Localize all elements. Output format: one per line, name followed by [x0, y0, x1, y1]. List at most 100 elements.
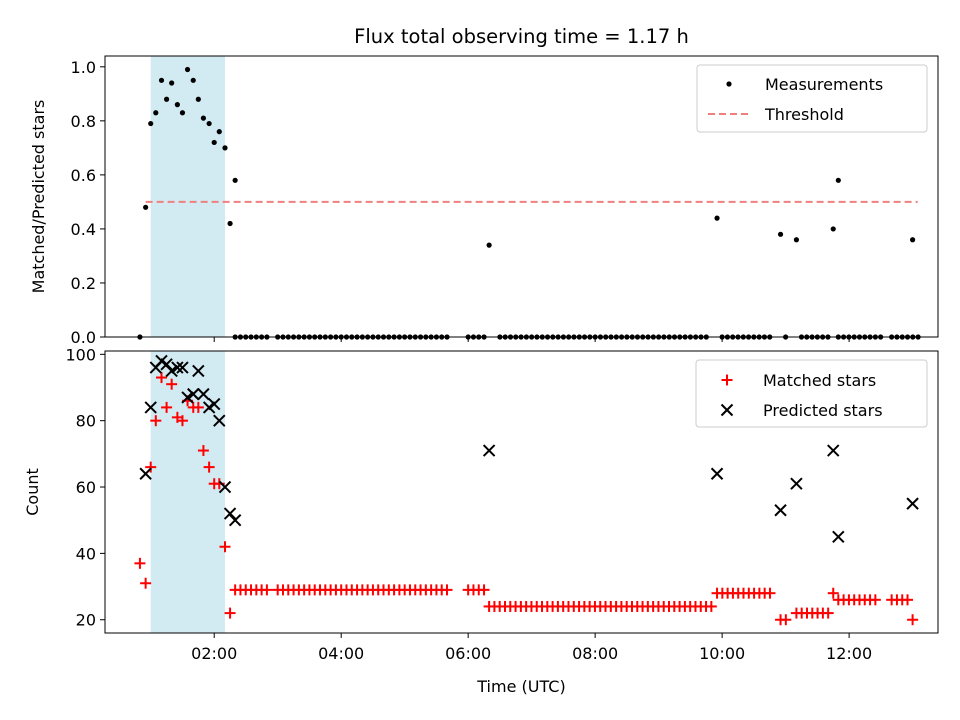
predicted-point-b	[228, 513, 242, 527]
legend-matched-marker	[721, 374, 733, 386]
measurement-point	[714, 215, 720, 221]
top-y-tick-label: 0.2	[71, 274, 96, 293]
matched-point	[907, 614, 919, 626]
predicted-point	[228, 513, 242, 527]
predicted-point-b	[171, 361, 184, 374]
predicted-point	[710, 467, 724, 480]
bottom-legend: Matched stars Predicted stars	[695, 359, 928, 428]
measurement-point	[200, 115, 207, 121]
bottom-y-tick-label: 100	[65, 345, 96, 364]
predicted-point-b	[181, 391, 194, 404]
matched-point	[764, 587, 776, 599]
matched-point	[197, 445, 209, 457]
predicted-point	[165, 364, 178, 378]
measurement-point	[206, 120, 212, 127]
predicted-point-b	[774, 504, 787, 517]
predicted-point-b	[790, 477, 803, 490]
measurement-point	[184, 66, 191, 73]
measurement-point	[190, 77, 196, 83]
predicted-point	[207, 397, 221, 411]
matched-point	[441, 584, 453, 596]
matched-point	[176, 415, 188, 427]
predicted-point	[832, 530, 845, 543]
predicted-point	[181, 391, 194, 404]
predicted-point-b	[213, 414, 226, 427]
measurement-point	[830, 226, 836, 232]
bottom-panel: 20 40 60 80 100 02:00 04:00 06:00 08:00 10:00 12:…	[23, 345, 939, 696]
predicted-point	[176, 361, 189, 374]
predicted-point-b	[218, 480, 232, 494]
legend-threshold-label: Threshold	[764, 105, 844, 124]
predicted-point-b	[187, 387, 200, 401]
predicted-point-b	[192, 364, 205, 378]
bottom-shaded-region	[150, 351, 225, 633]
bottom-x-tick-label: 04:00	[318, 644, 364, 663]
predicted-point	[187, 387, 200, 401]
top-shaded-region	[150, 56, 225, 337]
measurement-point	[143, 204, 149, 210]
bottom-y-tick-label: 60	[76, 478, 96, 497]
predicted-point	[139, 467, 152, 480]
measurement-point	[195, 96, 201, 102]
measurement-point	[232, 177, 238, 183]
matched-point	[224, 607, 236, 619]
matched-point	[261, 584, 273, 596]
top-y-ticks: 0.0 0.2 0.4 0.6 0.8 1.0	[71, 58, 105, 347]
predicted-point	[171, 361, 184, 374]
matched-point	[478, 584, 490, 596]
bottom-x-tick-label: 12:00	[826, 644, 872, 663]
matched-point	[822, 607, 834, 619]
measurement-point	[179, 110, 186, 116]
measurement-point	[222, 145, 228, 151]
measurement-point	[793, 237, 800, 243]
predicted-point-b	[155, 354, 168, 368]
predicted-point-b	[139, 467, 152, 480]
legend-predicted-label: Predicted stars	[763, 401, 883, 420]
predicted-point	[790, 477, 803, 490]
predicted-point	[197, 387, 210, 401]
bottom-x-tick-label: 10:00	[699, 644, 745, 663]
bottom-y-axis-label: Count	[23, 468, 42, 516]
matched-point	[219, 541, 231, 553]
predicted-point	[218, 480, 232, 494]
legend-measurements-label: Measurements	[765, 75, 883, 94]
predicted-point-b	[144, 401, 157, 414]
predicted-point-b	[165, 364, 178, 378]
bottom-x-ticks: 02:00 04:00 06:00 08:00 10:00 12:00	[191, 633, 872, 663]
predicted-point-b	[710, 467, 724, 480]
bottom-x-tick-label: 02:00	[191, 644, 237, 663]
measurement-point	[148, 120, 154, 127]
top-y-tick-label: 1.0	[71, 58, 96, 77]
matched-point	[156, 372, 168, 384]
matched-point	[780, 614, 792, 626]
bottom-y-tick-label: 80	[76, 412, 96, 431]
predicted-point	[213, 414, 226, 427]
predicted-point-b	[827, 444, 840, 457]
measurement-point	[158, 77, 165, 83]
top-y-tick-label: 0.4	[71, 220, 96, 239]
predicted-point	[144, 401, 157, 414]
measurement-point	[169, 80, 175, 86]
measurement-point	[163, 96, 170, 102]
bottom-y-tick-label: 40	[76, 544, 96, 563]
legend-predicted-marker	[720, 403, 734, 417]
measurement-point	[174, 102, 180, 108]
top-y-tick-label: 0.6	[71, 166, 96, 185]
chart-title: Flux total observing time = 1.17 h	[354, 25, 689, 48]
bottom-x-tick-label: 08:00	[572, 644, 618, 663]
matched-point	[150, 415, 162, 427]
legend-matched-plus	[721, 374, 733, 386]
matched-point	[166, 378, 178, 390]
predicted-point	[482, 444, 496, 457]
matched-point	[161, 401, 173, 413]
legend-predicted-x	[720, 403, 734, 417]
legend-measurements-marker	[726, 81, 732, 87]
top-y-axis-label: Matched/Predicted stars	[29, 100, 48, 294]
matched-point	[827, 587, 839, 599]
top-legend-box	[696, 64, 928, 133]
predicted-point	[827, 444, 840, 457]
matched-point	[869, 594, 881, 606]
bottom-x-tick-label: 06:00	[445, 644, 491, 663]
bottom-plot-marks	[134, 354, 919, 626]
measurement-point	[910, 237, 916, 243]
